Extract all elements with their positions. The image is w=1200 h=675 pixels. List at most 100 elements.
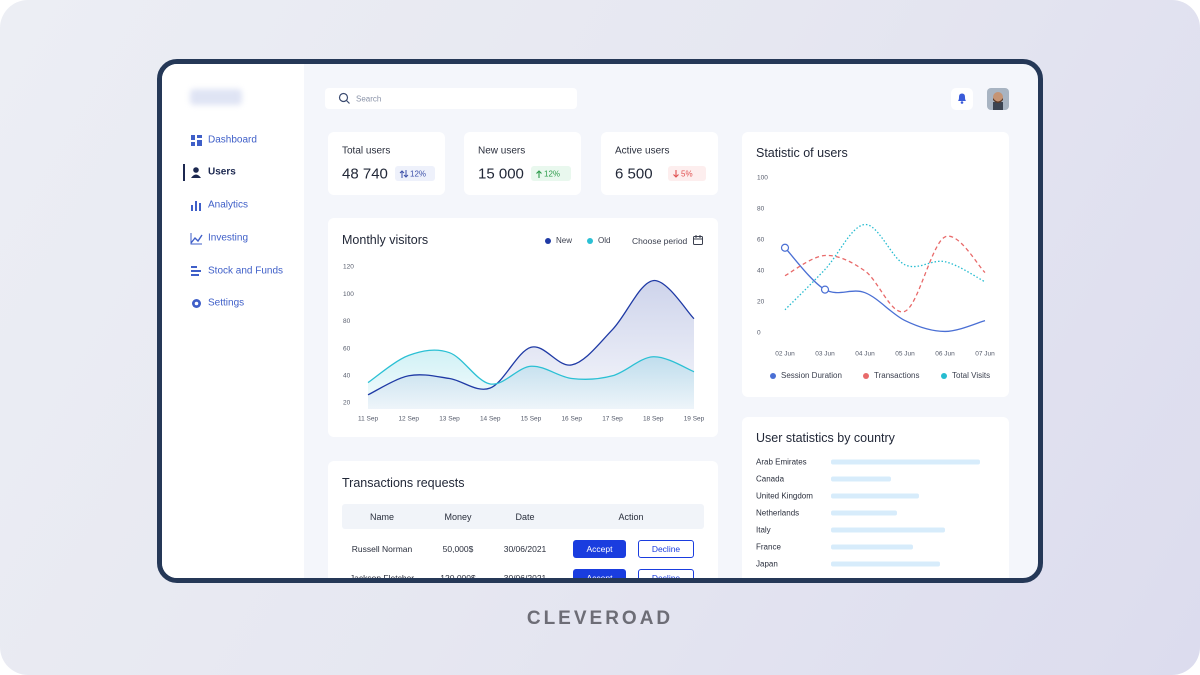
x-tick-label: 05 Jun	[895, 351, 915, 358]
legend-marker	[545, 238, 551, 244]
card-title: Transactions requests	[342, 476, 465, 490]
nav-icon-part	[191, 174, 201, 178]
nav-item[interactable]: Users	[208, 166, 236, 178]
table-cell: 30/06/2021	[503, 573, 547, 583]
change-arrow-part	[536, 169, 542, 178]
dashboard: Dashboard Users Analytics Investing Stock an…	[162, 64, 1038, 583]
stat-value: 15 000	[478, 165, 524, 183]
legend-marker	[587, 238, 593, 244]
x-tick-label: 07 Jun	[975, 351, 995, 358]
decline-button[interactable]: Decline	[638, 540, 694, 558]
brand-logo: CLEVEROAD	[526, 608, 674, 629]
calendar-icon	[693, 235, 703, 245]
avatar-photo	[993, 92, 1003, 110]
logo	[190, 89, 242, 105]
nav-item[interactable]: Stock and Funds	[208, 265, 284, 277]
x-tick-label: 03 Jun	[815, 351, 835, 358]
stat-card	[328, 132, 445, 195]
nav-icon[interactable]	[190, 232, 203, 244]
search-icon	[338, 92, 350, 104]
bar	[831, 561, 940, 567]
nav-item[interactable]: Settings	[208, 297, 245, 309]
nav-icon[interactable]	[191, 298, 202, 309]
y-tick-label: 60	[757, 237, 765, 244]
nav-icon-part	[191, 273, 199, 276]
column-header: Money	[444, 512, 472, 522]
stat-value: 48 740	[342, 165, 388, 183]
country-label: Japan	[756, 559, 778, 569]
bar	[831, 459, 980, 465]
y-tick-label: 20	[757, 299, 765, 306]
legend-marker	[770, 373, 776, 379]
table-cell: Jackson Fletcher	[349, 573, 415, 583]
nav-icon-part	[190, 234, 203, 243]
x-tick-label: 06 Jun	[935, 351, 955, 358]
decline-button[interactable]: Decline	[638, 569, 694, 578]
change-badge	[531, 166, 571, 181]
active-indicator	[183, 164, 185, 181]
search-icon-part	[338, 92, 349, 103]
nav-icon-part	[197, 134, 202, 138]
nav-icon[interactable]	[191, 134, 202, 146]
legend-label: Transactions	[874, 371, 920, 380]
stat-label: Total users	[342, 145, 391, 157]
y-tick-label: 80	[757, 206, 765, 213]
accept-button[interactable]: Accept	[573, 540, 626, 558]
avatar-photo-part	[993, 98, 1003, 103]
x-tick-label: 15 Sep	[521, 416, 542, 423]
change-arrow	[673, 169, 679, 178]
y-tick-label: 20	[343, 400, 351, 407]
line	[784, 235, 986, 313]
y-tick-label: 40	[343, 373, 351, 380]
calendar-icon-part	[693, 235, 703, 240]
calendar-icon-part	[693, 236, 703, 245]
stat-card	[601, 132, 718, 195]
stat-value: 6 500	[615, 165, 653, 183]
point-marker	[780, 243, 790, 252]
y-tick-label: 60	[343, 345, 351, 352]
nav-item[interactable]: Analytics	[208, 199, 249, 211]
area	[368, 280, 694, 409]
x-tick-label: 12 Sep	[398, 416, 419, 423]
search-icon-part	[346, 100, 350, 104]
nav-item[interactable]: Investing	[208, 232, 249, 244]
bar	[831, 476, 891, 482]
legend-label: New	[556, 236, 572, 245]
bar	[831, 544, 913, 550]
legend-label: Total Visits	[952, 371, 990, 380]
change-badge	[668, 166, 706, 181]
x-tick-label: 13 Sep	[439, 416, 460, 423]
column-header: Name	[369, 512, 395, 522]
nav-icon-part	[190, 232, 202, 244]
legend-label: Session Duration	[781, 371, 842, 380]
y-tick-label: 80	[343, 318, 351, 325]
bar	[831, 527, 945, 533]
bell-icon-part	[958, 93, 966, 101]
card-title: Monthly visitors	[342, 233, 429, 247]
change-arrow	[536, 169, 542, 178]
nav-icon[interactable]	[191, 166, 202, 178]
card-title: Statistic of users	[756, 146, 848, 160]
sidebar	[162, 64, 304, 578]
nav-icon[interactable]	[191, 200, 202, 211]
change-value: 12%	[544, 169, 561, 179]
country-label: Canada	[756, 474, 785, 484]
change-value: 12%	[410, 169, 427, 179]
nav-icon[interactable]	[191, 265, 202, 277]
statistic-card	[742, 132, 1009, 397]
avatar-photo-part	[993, 102, 1003, 110]
nav-icon-part	[191, 265, 197, 268]
x-tick-label: 19 Sep	[684, 416, 705, 423]
x-tick-label: 02 Jun	[775, 351, 795, 358]
search-box[interactable]	[325, 88, 577, 109]
change-arrow	[399, 169, 409, 178]
accept-button[interactable]: Accept	[573, 569, 626, 578]
y-tick-label: 120	[343, 264, 354, 271]
nav-item[interactable]: Dashboard	[208, 134, 257, 146]
legend-marker	[941, 373, 947, 379]
line	[784, 247, 986, 333]
column-header: Action	[618, 512, 644, 522]
period-picker[interactable]: Choose period	[632, 236, 688, 246]
country-label: Netherlands	[756, 508, 800, 518]
change-arrow-part	[399, 169, 409, 178]
